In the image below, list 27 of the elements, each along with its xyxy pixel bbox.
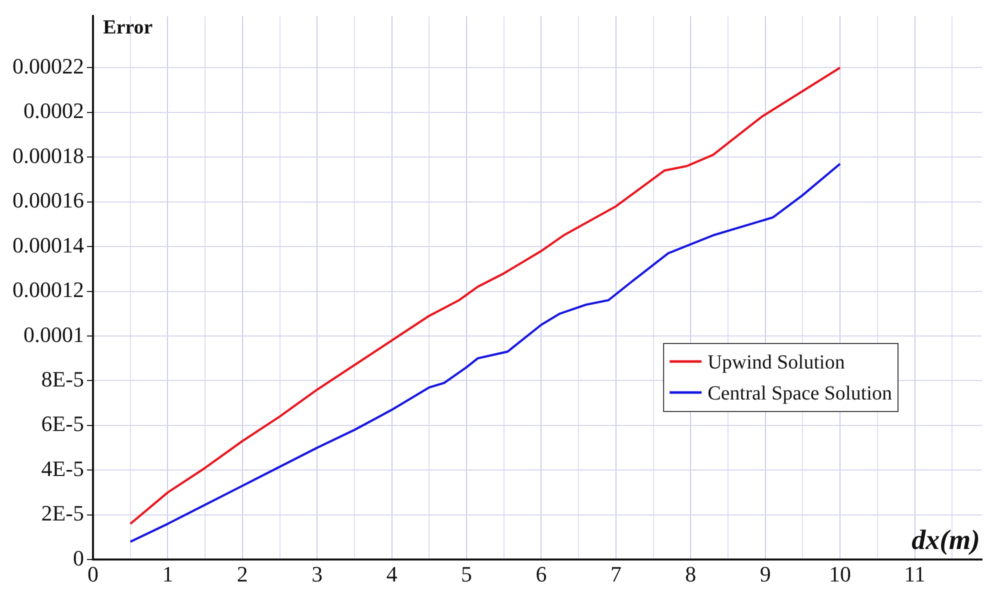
y-tick-label: 0.0001 (24, 322, 84, 347)
x-tick-label: 3 (312, 562, 323, 587)
y-tick-label: 0.00022 (12, 53, 84, 78)
y-axis-title: Error (103, 16, 153, 38)
x-tick-label: 1 (162, 562, 174, 587)
x-tick-label: 2 (236, 562, 248, 587)
y-tick-label: 0 (73, 545, 84, 570)
legend-label: Central Space Solution (708, 382, 892, 405)
y-tick-label: 0.00014 (12, 232, 84, 258)
x-tick-label: 10 (829, 562, 852, 587)
y-tick-label: 4E-5 (41, 456, 84, 481)
x-tick-label: 9 (760, 562, 771, 587)
x-tick-label: 5 (461, 562, 472, 587)
x-tick-label: 6 (536, 562, 547, 587)
x-tick-label: 11 (904, 562, 926, 587)
y-tick-label: 0.0002 (24, 98, 84, 124)
y-tick-label: 0.00018 (12, 142, 84, 168)
y-tick-label: 0.00016 (12, 188, 84, 213)
x-axis-title: dx(m) (912, 524, 980, 556)
legend-label: Upwind Solution (708, 352, 845, 374)
y-tick-label: 6E-5 (41, 411, 84, 436)
x-tick-label: 7 (610, 562, 622, 587)
y-tick-label: 8E-5 (41, 366, 84, 392)
x-tick-label: 8 (685, 562, 696, 587)
y-tick-label: 0.00012 (12, 277, 84, 302)
y-tick-label: 2E-5 (41, 500, 84, 526)
x-tick-label: 4 (386, 562, 398, 587)
